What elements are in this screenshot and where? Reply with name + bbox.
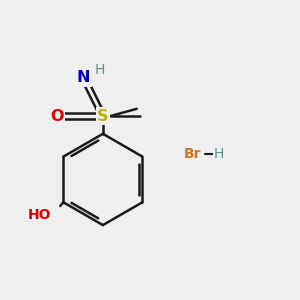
- Text: Br: Br: [184, 147, 201, 161]
- Text: H: H: [214, 147, 224, 161]
- Text: O: O: [50, 109, 64, 124]
- Text: S: S: [97, 109, 109, 124]
- Text: HO: HO: [28, 208, 51, 222]
- Text: N: N: [77, 70, 91, 86]
- Text: H: H: [95, 64, 105, 77]
